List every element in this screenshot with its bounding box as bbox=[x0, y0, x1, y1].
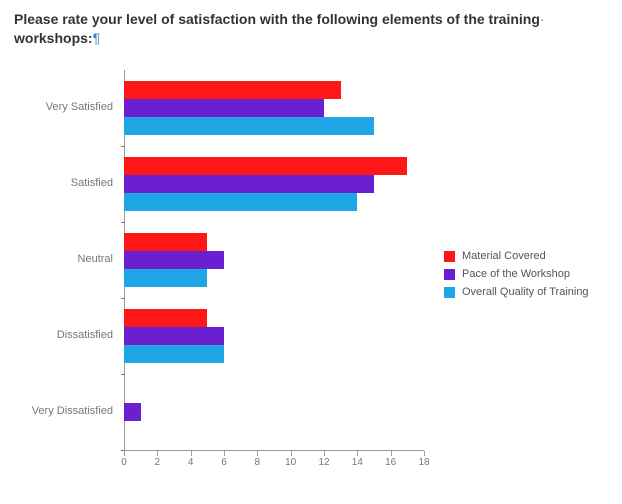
bar-group bbox=[124, 227, 424, 293]
y-tick-label: Satisfied bbox=[71, 177, 113, 189]
y-tick-label: Dissatisfied bbox=[57, 329, 113, 341]
para-mark-icon: · bbox=[540, 11, 545, 27]
bar-group bbox=[124, 151, 424, 217]
x-tick-label: 8 bbox=[255, 457, 261, 468]
x-axis-ticks: 024681012141618 bbox=[124, 451, 424, 471]
bar bbox=[124, 175, 374, 193]
x-tick-label: 2 bbox=[155, 457, 161, 468]
x-tick-mark bbox=[424, 451, 425, 456]
bar bbox=[124, 233, 207, 251]
legend-label: Overall Quality of Training bbox=[462, 286, 589, 298]
bar-group bbox=[124, 75, 424, 141]
satisfaction-chart: Very Satisfied Satisfied Neutral Dissatisfi… bbox=[14, 70, 608, 490]
bar bbox=[124, 193, 357, 211]
legend-item: Material Covered bbox=[444, 250, 589, 262]
x-tick-mark bbox=[324, 451, 325, 456]
page-title: Please rate your level of satisfaction w… bbox=[14, 10, 608, 48]
legend-label: Material Covered bbox=[462, 250, 546, 262]
x-tick-label: 10 bbox=[285, 457, 296, 468]
bar bbox=[124, 117, 374, 135]
legend-swatch-icon bbox=[444, 287, 455, 298]
bar bbox=[124, 309, 207, 327]
x-tick-mark bbox=[124, 451, 125, 456]
y-tick-label: Very Dissatisfied bbox=[32, 405, 113, 417]
x-tick-mark bbox=[191, 451, 192, 456]
x-tick-mark bbox=[257, 451, 258, 456]
bar-group bbox=[124, 379, 424, 445]
x-tick-label: 12 bbox=[318, 457, 329, 468]
x-tick-mark bbox=[157, 451, 158, 456]
legend-swatch-icon bbox=[444, 251, 455, 262]
x-tick-label: 4 bbox=[188, 457, 194, 468]
chart-legend: Material Covered Pace of the Workshop Over… bbox=[444, 250, 589, 304]
bar bbox=[124, 157, 407, 175]
title-line-1: Please rate your level of satisfaction w… bbox=[14, 11, 540, 27]
x-tick-label: 0 bbox=[121, 457, 127, 468]
x-tick-label: 16 bbox=[385, 457, 396, 468]
bar bbox=[124, 345, 224, 363]
x-tick-label: 14 bbox=[352, 457, 363, 468]
y-tick-label: Very Satisfied bbox=[46, 101, 113, 113]
bar bbox=[124, 327, 224, 345]
y-axis-labels: Very Satisfied Satisfied Neutral Dissatisfi… bbox=[14, 70, 119, 450]
bar-group bbox=[124, 303, 424, 369]
title-line-2: workshops: bbox=[14, 30, 93, 46]
x-tick-mark bbox=[391, 451, 392, 456]
x-tick-mark bbox=[357, 451, 358, 456]
bar bbox=[124, 251, 224, 269]
bar bbox=[124, 81, 341, 99]
bar bbox=[124, 99, 324, 117]
x-tick-label: 6 bbox=[221, 457, 227, 468]
legend-item: Pace of the Workshop bbox=[444, 268, 589, 280]
x-tick-mark bbox=[291, 451, 292, 456]
chart-plot bbox=[124, 70, 424, 450]
bar bbox=[124, 403, 141, 421]
x-tick-mark bbox=[224, 451, 225, 456]
legend-label: Pace of the Workshop bbox=[462, 268, 570, 280]
bar bbox=[124, 269, 207, 287]
legend-swatch-icon bbox=[444, 269, 455, 280]
x-tick-label: 18 bbox=[418, 457, 429, 468]
para-mark-icon: ¶ bbox=[93, 30, 101, 46]
y-tick-label: Neutral bbox=[78, 253, 113, 265]
legend-item: Overall Quality of Training bbox=[444, 286, 589, 298]
